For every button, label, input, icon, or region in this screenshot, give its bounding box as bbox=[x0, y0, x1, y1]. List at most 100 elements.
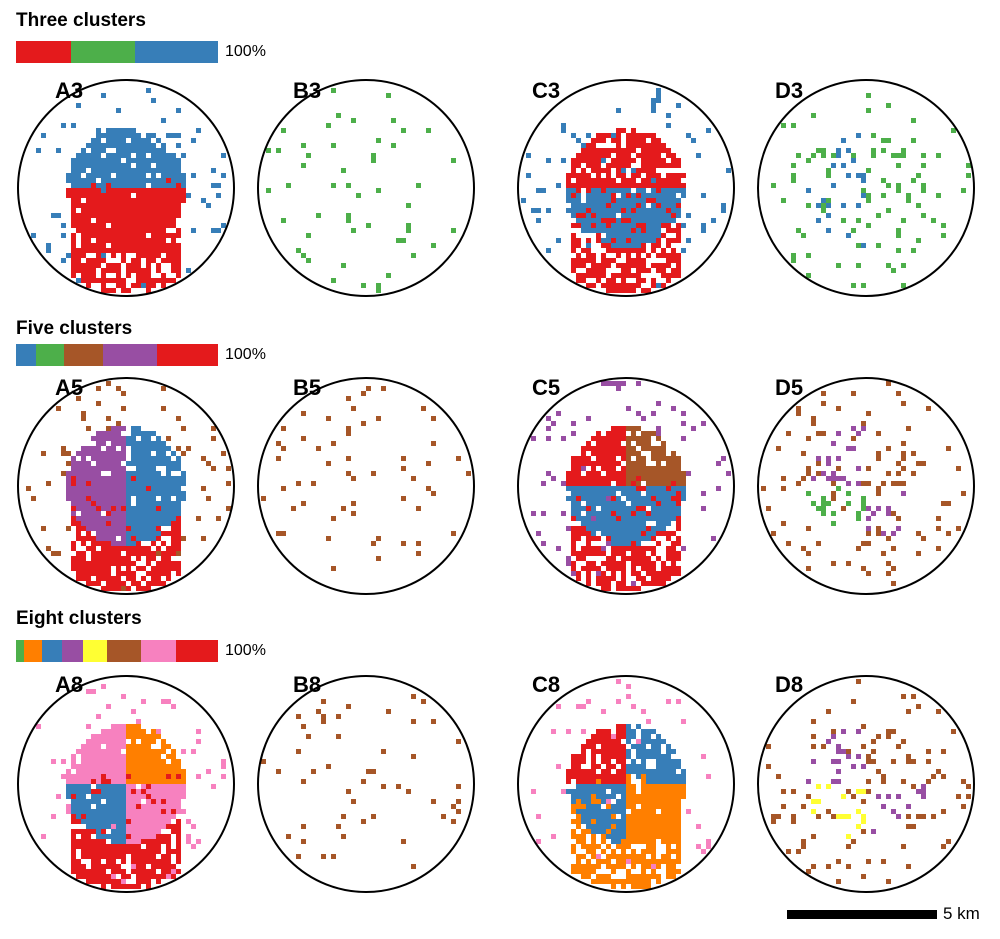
cluster-cell-purple bbox=[826, 739, 831, 744]
cluster-cell-brown bbox=[666, 476, 671, 481]
cluster-cell-blue bbox=[181, 491, 186, 496]
cluster-cell-red bbox=[621, 456, 626, 461]
cluster-cell-red bbox=[606, 749, 611, 754]
cluster-cell-brown bbox=[786, 541, 791, 546]
cluster-cell-red bbox=[616, 774, 621, 779]
cluster-cell-red bbox=[131, 208, 136, 213]
cluster-cell-red bbox=[76, 576, 81, 581]
cluster-cell-red bbox=[151, 854, 156, 859]
cluster-cell-red bbox=[81, 233, 86, 238]
cluster-cell-blue bbox=[586, 501, 591, 506]
cluster-cell-pink bbox=[116, 724, 121, 729]
cluster-cell-red bbox=[581, 178, 586, 183]
cluster-cell-red bbox=[141, 188, 146, 193]
cluster-cell-red bbox=[596, 581, 601, 586]
cluster-cell-red bbox=[656, 183, 661, 188]
cluster-cell-red bbox=[586, 571, 591, 576]
cluster-cell-red bbox=[166, 188, 171, 193]
cluster-cell-green bbox=[841, 218, 846, 223]
cluster-cell-blue bbox=[96, 804, 101, 809]
cluster-cell-red bbox=[676, 223, 681, 228]
cluster-cell-blue bbox=[611, 516, 616, 521]
cluster-cell-blue bbox=[606, 233, 611, 238]
cluster-cell-purple bbox=[121, 446, 126, 451]
cluster-cell-purple bbox=[111, 486, 116, 491]
cluster-cell-brown bbox=[636, 481, 641, 486]
cluster-cell-red bbox=[621, 183, 626, 188]
cluster-cell-blue bbox=[611, 804, 616, 809]
cluster-cell-red bbox=[636, 278, 641, 283]
cluster-cell-blue bbox=[631, 233, 636, 238]
cluster-cell-blue bbox=[146, 178, 151, 183]
cluster-cell-orange bbox=[581, 854, 586, 859]
legend-segment-red bbox=[175, 640, 218, 662]
cluster-cell-purple bbox=[116, 511, 121, 516]
cluster-cell-pink bbox=[181, 749, 186, 754]
cluster-cell-red bbox=[126, 526, 131, 531]
cluster-cell-pink bbox=[86, 749, 91, 754]
cluster-cell-blue bbox=[121, 814, 126, 819]
cluster-cell-orange bbox=[681, 794, 686, 799]
cluster-cell-blue bbox=[141, 516, 146, 521]
cluster-cell-orange bbox=[591, 834, 596, 839]
cluster-cell-orange bbox=[671, 864, 676, 869]
cluster-cell-purple bbox=[826, 476, 831, 481]
cluster-cell-green bbox=[331, 143, 336, 148]
cluster-cell-blue bbox=[141, 466, 146, 471]
cluster-cell-brown bbox=[866, 531, 871, 536]
cluster-cell-purple bbox=[106, 476, 111, 481]
cluster-cell-orange bbox=[166, 744, 171, 749]
cluster-cell-blue bbox=[616, 526, 621, 531]
cluster-cell-blue bbox=[571, 506, 576, 511]
cluster-cell-purple bbox=[116, 456, 121, 461]
cluster-cell-red bbox=[116, 208, 121, 213]
cluster-cell-red bbox=[141, 586, 146, 591]
cluster-cell-blue bbox=[646, 228, 651, 233]
cluster-cell-blue bbox=[141, 163, 146, 168]
cluster-cell-brown bbox=[811, 834, 816, 839]
cluster-cell-orange bbox=[151, 774, 156, 779]
cluster-cell-orange bbox=[671, 819, 676, 824]
cluster-cell-red bbox=[146, 486, 151, 491]
cluster-cell-red bbox=[666, 566, 671, 571]
cluster-cell-orange bbox=[621, 844, 626, 849]
cluster-cell-brown bbox=[811, 416, 816, 421]
cluster-cell-red bbox=[586, 273, 591, 278]
cluster-cell-brown bbox=[876, 456, 881, 461]
cluster-cell-red bbox=[621, 248, 626, 253]
cluster-cell-red bbox=[581, 749, 586, 754]
cluster-cell-blue bbox=[71, 158, 76, 163]
cluster-cell-red bbox=[676, 556, 681, 561]
cluster-cell-red bbox=[106, 218, 111, 223]
cluster-cell-brown bbox=[766, 744, 771, 749]
cluster-cell-red bbox=[616, 148, 621, 153]
cluster-cell-red bbox=[71, 258, 76, 263]
cluster-cell-red bbox=[581, 769, 586, 774]
cluster-cell-purple bbox=[846, 481, 851, 486]
cluster-cell-blue bbox=[101, 794, 106, 799]
cluster-cell-red bbox=[96, 789, 101, 794]
cluster-cell-brown bbox=[676, 461, 681, 466]
cluster-cell-blue bbox=[671, 208, 676, 213]
cluster-cell-blue bbox=[116, 829, 121, 834]
cluster-cell-red bbox=[651, 551, 656, 556]
cluster-cell-brown bbox=[401, 839, 406, 844]
cluster-cell-blue bbox=[146, 471, 151, 476]
cluster-cell-blue bbox=[641, 188, 646, 193]
cluster-cell-blue bbox=[626, 228, 631, 233]
cluster-cell-orange bbox=[156, 754, 161, 759]
cluster-cell-blue bbox=[596, 819, 601, 824]
cluster-cell-blue bbox=[151, 506, 156, 511]
cluster-cell-blue bbox=[676, 779, 681, 784]
cluster-cell-brown bbox=[656, 466, 661, 471]
cluster-cell-red bbox=[161, 531, 166, 536]
cluster-cell-orange bbox=[161, 779, 166, 784]
cluster-cell-red bbox=[666, 243, 671, 248]
cluster-cell-purple bbox=[96, 466, 101, 471]
cluster-cell-red bbox=[171, 864, 176, 869]
cluster-cell-red bbox=[621, 466, 626, 471]
cluster-cell-orange bbox=[131, 739, 136, 744]
cluster-cell-red bbox=[591, 283, 596, 288]
cluster-cell-red bbox=[106, 188, 111, 193]
cluster-cell-brown bbox=[901, 451, 906, 456]
